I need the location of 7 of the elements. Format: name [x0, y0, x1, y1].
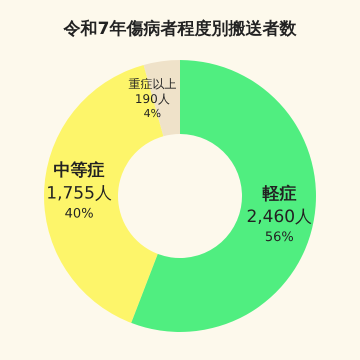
data-label: 2,460人 56% — [246, 206, 312, 245]
slice-label: 重症以上 — [128, 76, 176, 91]
chart-title: 令和7年傷病者程度別搬送者数 — [62, 19, 298, 39]
slice-label: 軽症 — [261, 184, 296, 204]
data-label: 1,755人 40% — [46, 184, 112, 222]
slice-label: 中等症 — [54, 160, 105, 181]
data-label: 190人 4% — [134, 92, 170, 120]
